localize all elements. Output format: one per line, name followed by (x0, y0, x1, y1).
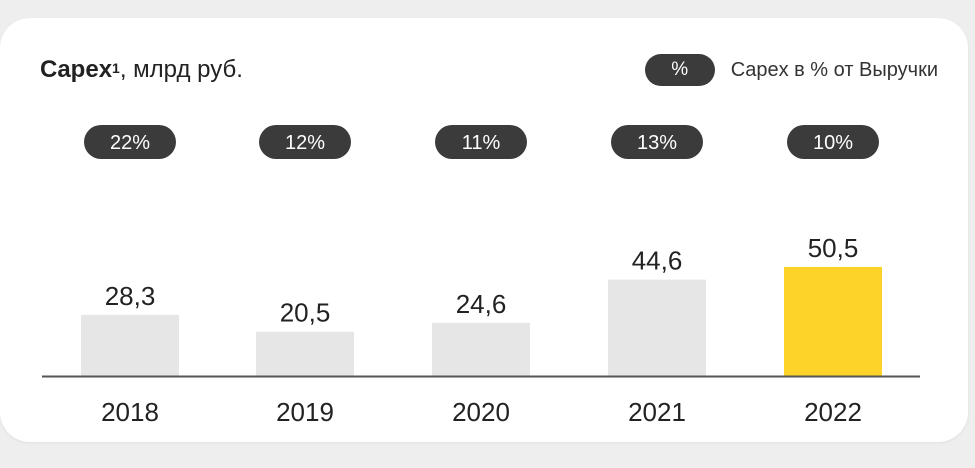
percent-pill-2021 (611, 125, 703, 159)
value-label-2021: 44,6 (632, 246, 683, 276)
x-tick-label-2022: 2022 (804, 397, 862, 427)
percent-pill-2019 (259, 125, 351, 159)
x-tick-label-group: 2018 2019 2020 2021 2022 (101, 397, 862, 427)
percent-label-2019: 12% (285, 132, 325, 154)
x-tick-label-2020: 2020 (452, 397, 510, 427)
x-tick-label-2018: 2018 (101, 397, 159, 427)
value-label-2019: 20,5 (280, 298, 331, 328)
bar-2022 (784, 266, 882, 376)
value-label-2018: 28,3 (105, 281, 156, 311)
percent-pill-2020 (435, 125, 527, 159)
x-tick-label-2021: 2021 (628, 397, 686, 427)
value-label-2022: 50,5 (808, 233, 859, 263)
legend-pill: % (644, 54, 715, 86)
percent-label-2021: 13% (637, 132, 677, 154)
chart-title: Capex1, млрд руб. (40, 56, 243, 84)
legend: % Capex в % от Выручки (644, 54, 938, 86)
percent-label-2020: 11% (462, 132, 501, 154)
bar-2020 (432, 322, 530, 376)
percent-label-2022: 10% (813, 132, 853, 154)
legend-label: Capex в % от Выручки (730, 58, 938, 81)
percent-pill-group: 22% 12% 11% 13% 10% (84, 125, 879, 159)
title-footnote: 1 (112, 60, 120, 76)
percent-pill-2018 (84, 125, 176, 159)
bar-2019 (256, 331, 354, 376)
title-bold: Capex (40, 56, 113, 83)
percent-label-2018: 22% (110, 132, 150, 154)
percent-pill-2022 (787, 125, 879, 159)
x-tick-label-2019: 2019 (276, 397, 334, 427)
bar-group: 28,3 20,5 24,6 44,6 50,5 (81, 233, 882, 376)
value-label-2020: 24,6 (456, 289, 507, 319)
title-rest: , млрд руб. (119, 56, 243, 83)
bar-2018 (81, 314, 179, 376)
bar-2021 (608, 279, 706, 376)
